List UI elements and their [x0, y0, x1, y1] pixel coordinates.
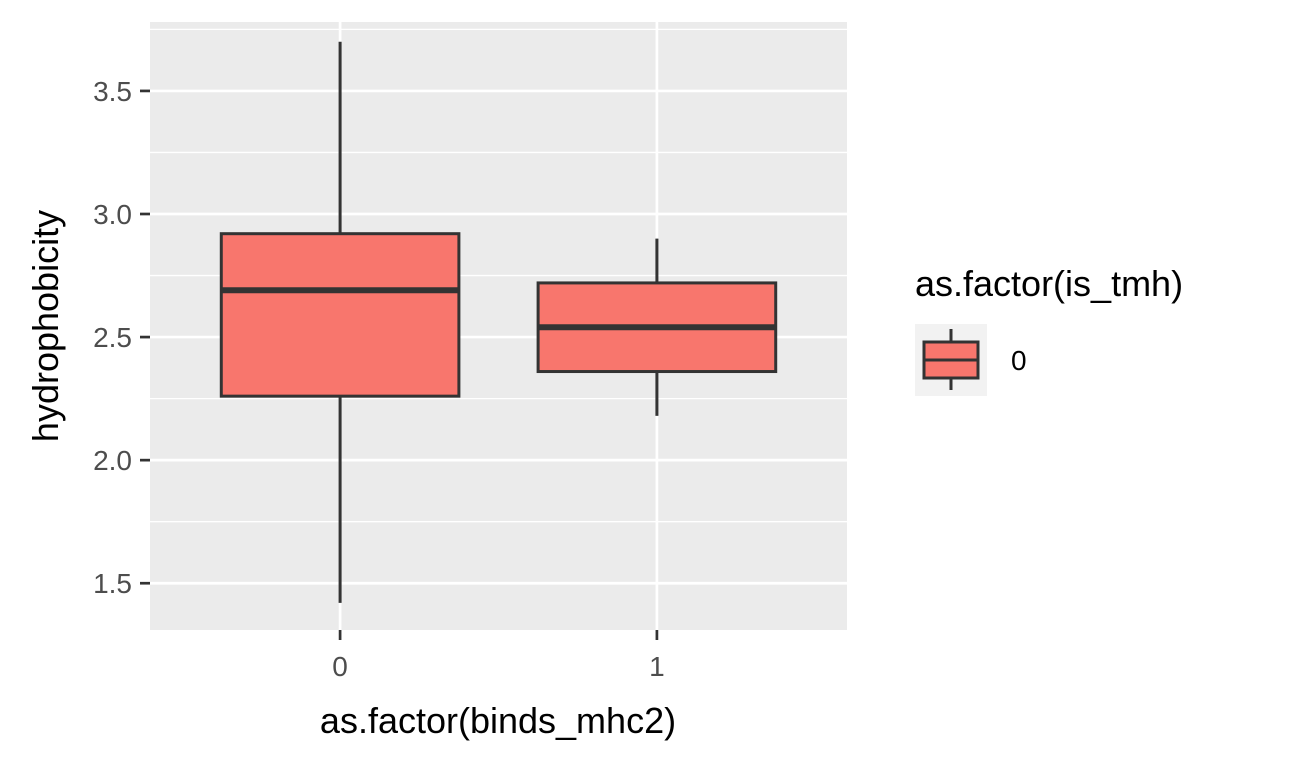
y-tick-label: 2.5	[93, 322, 132, 353]
box-1	[536, 238, 778, 416]
legend-key-0: 0	[915, 324, 1027, 396]
boxes	[219, 41, 778, 603]
legend-label: 0	[1011, 345, 1027, 376]
y-tick-label: 1.5	[93, 568, 132, 599]
legend: as.factor(is_tmh) 0	[915, 263, 1183, 396]
x-axis-title: as.factor(binds_mhc2)	[320, 700, 676, 741]
y-axis: 1.5 2.0 2.5 3.0 3.5	[93, 76, 150, 599]
box-0	[219, 41, 461, 603]
legend-title: as.factor(is_tmh)	[915, 263, 1183, 304]
x-tick-label: 0	[332, 651, 348, 682]
box-body	[219, 232, 461, 398]
y-tick-label: 3.5	[93, 76, 132, 107]
y-axis-title: hydrophobicity	[25, 210, 66, 442]
y-tick-label: 2.0	[93, 445, 132, 476]
y-tick-label: 3.0	[93, 199, 132, 230]
x-tick-label: 1	[649, 651, 665, 682]
